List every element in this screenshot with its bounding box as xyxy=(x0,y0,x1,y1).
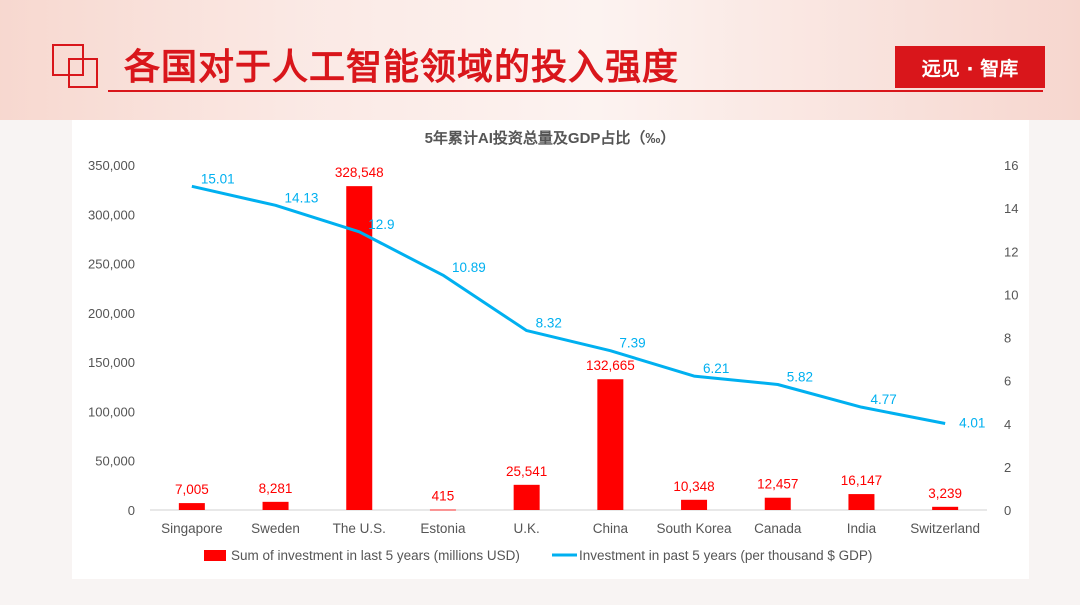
right-axis-tick-label: 2 xyxy=(1004,460,1011,475)
legend-bar-swatch xyxy=(204,550,226,561)
x-axis-tick-label: India xyxy=(847,521,877,536)
right-axis-tick-label: 12 xyxy=(1004,244,1018,259)
right-axis-tick-label: 8 xyxy=(1004,331,1011,346)
line-data-label: 12.9 xyxy=(368,217,394,232)
x-axis-tick-label: Singapore xyxy=(161,521,223,536)
chart-title: 5年累计AI投资总量及GDP占比（‰） xyxy=(425,129,676,147)
right-axis-tick-label: 4 xyxy=(1004,417,1011,432)
left-axis-tick-label: 250,000 xyxy=(88,257,135,272)
bar-data-label: 12,457 xyxy=(757,477,798,492)
left-axis-tick-label: 50,000 xyxy=(95,454,135,469)
combo-chart: 5年累计AI投资总量及GDP占比（‰） 0 50,000 100,000 150,000… xyxy=(88,129,1018,563)
x-axis-tick-label: The U.S. xyxy=(333,521,386,536)
bar xyxy=(597,379,624,510)
chart-panel: 5年累计AI投资总量及GDP占比（‰） 0 50,000 100,000 150,000… xyxy=(72,120,1029,579)
right-axis-tick-label: 16 xyxy=(1004,158,1018,173)
bar xyxy=(346,186,373,510)
brand-badge: 远见 · 智库 xyxy=(895,46,1045,88)
x-axis-tick-label: Canada xyxy=(754,521,802,536)
line-data-label: 7.39 xyxy=(619,336,645,351)
x-axis-tick-label: China xyxy=(593,521,629,536)
bar-data-label: 415 xyxy=(432,489,455,504)
bar-data-label: 7,005 xyxy=(175,482,209,497)
right-axis-tick-label: 14 xyxy=(1004,201,1018,216)
page-title: 各国对于人工智能领域的投入强度 xyxy=(124,47,680,88)
legend-bar-label: Sum of investment in last 5 years (milli… xyxy=(231,548,520,563)
title-underline xyxy=(108,90,1043,92)
bar xyxy=(764,497,791,510)
right-axis-tick-label: 6 xyxy=(1004,374,1011,389)
left-axis-tick-label: 300,000 xyxy=(88,207,135,222)
legend-line-label: Investment in past 5 years (per thousand… xyxy=(579,548,872,563)
bar xyxy=(932,506,959,510)
bar xyxy=(513,484,540,510)
bar-data-label: 10,348 xyxy=(673,479,714,494)
x-axis-tick-label: Sweden xyxy=(251,521,300,536)
right-axis-tick-label: 0 xyxy=(1004,503,1011,518)
x-axis-tick-label: Switzerland xyxy=(910,521,980,536)
line-data-label: 14.13 xyxy=(285,190,319,205)
bar xyxy=(681,499,708,510)
line-data-label: 5.82 xyxy=(787,370,813,385)
bar-data-label: 16,147 xyxy=(841,473,882,488)
x-axis-tick-label: U.K. xyxy=(514,521,540,536)
bar-data-label: 328,548 xyxy=(335,165,384,180)
x-axis-tick-label: Estonia xyxy=(420,521,466,536)
left-axis-tick-label: 150,000 xyxy=(88,355,135,370)
line-data-label: 10.89 xyxy=(452,260,486,275)
bar xyxy=(429,509,456,511)
left-axis-tick-label: 100,000 xyxy=(88,404,135,419)
line-data-label: 15.01 xyxy=(201,171,235,186)
bar xyxy=(262,501,289,510)
bar xyxy=(848,494,875,510)
bar-data-label: 132,665 xyxy=(586,358,635,373)
bar-data-label: 3,239 xyxy=(928,486,962,501)
bar-data-label: 25,541 xyxy=(506,464,547,479)
bar xyxy=(178,503,205,510)
bar-data-label: 8,281 xyxy=(259,481,293,496)
line-data-label: 8.32 xyxy=(536,316,562,331)
x-axis-tick-label: South Korea xyxy=(657,521,733,536)
line-data-label: 6.21 xyxy=(703,361,729,376)
line-data-label: 4.01 xyxy=(959,416,985,431)
left-axis-tick-label: 200,000 xyxy=(88,306,135,321)
decorative-squares-icon xyxy=(52,44,112,94)
line-series xyxy=(191,184,946,426)
right-axis-tick-label: 10 xyxy=(1004,287,1018,302)
left-axis-tick-label: 0 xyxy=(128,503,135,518)
left-axis-tick-label: 350,000 xyxy=(88,158,135,173)
line-data-label: 4.77 xyxy=(870,392,896,407)
